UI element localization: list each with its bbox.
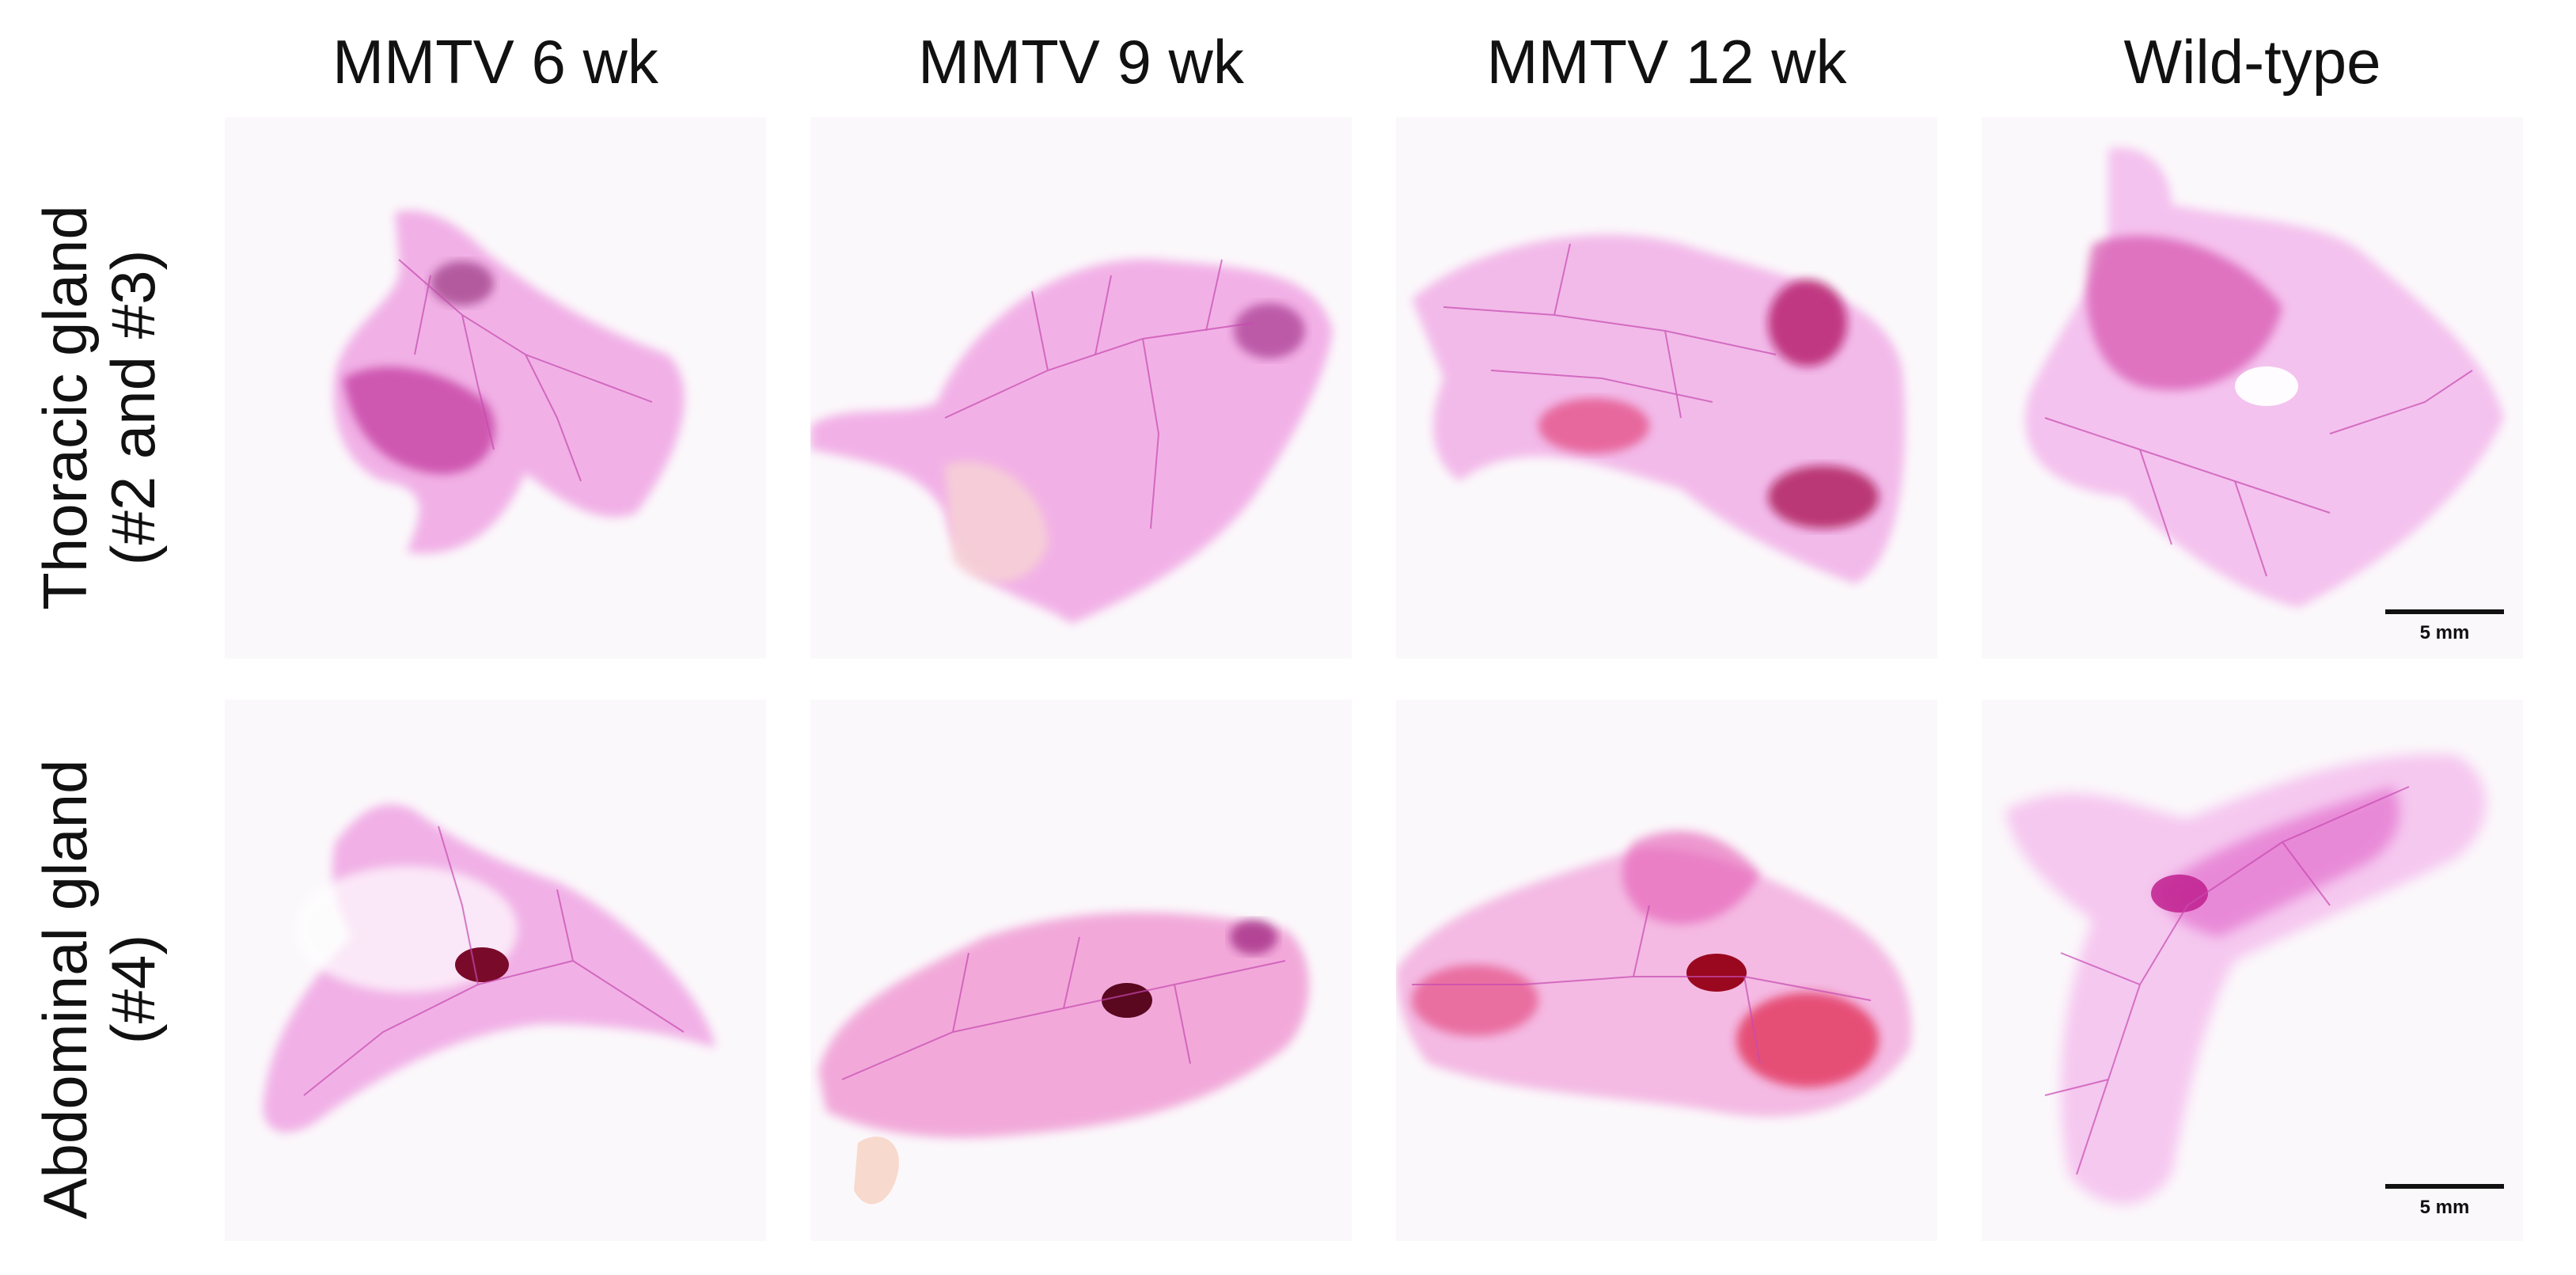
row-label-abdominal-line1: Abdominal gland: [30, 759, 100, 1220]
scale-bar-label-thoracic: 5 mm: [2419, 622, 2470, 643]
image-abdominal-mmtv-9wk: [810, 700, 1352, 1241]
image-thoracic-wild-type: 5 mm: [1982, 117, 2523, 658]
column-header-mmtv-9wk: MMTV 9 wk: [918, 27, 1244, 97]
column-header-mmtv-12wk: MMTV 12 wk: [1486, 27, 1847, 97]
scale-bar-abdominal: [2385, 1184, 2504, 1189]
row-label-thoracic-line1: Thoracic gland: [30, 205, 100, 610]
scale-bar-label-abdominal: 5 mm: [2419, 1197, 2470, 1218]
row-label-thoracic-line2: (#2 and #3): [98, 249, 168, 566]
column-header-mmtv-6wk: MMTV 6 wk: [332, 27, 658, 97]
column-header-wild-type: Wild-type: [2123, 27, 2381, 97]
image-thoracic-mmtv-6wk: [225, 117, 766, 658]
row-label-abdominal: Abdominal gland (#4): [30, 719, 168, 1260]
row-label-thoracic: Thoracic gland (#2 and #3): [30, 137, 168, 678]
scale-bar-thoracic: [2385, 609, 2504, 614]
image-abdominal-wild-type: 5 mm: [1982, 700, 2523, 1241]
image-thoracic-mmtv-12wk: [1396, 117, 1937, 658]
image-abdominal-mmtv-6wk: [225, 700, 766, 1241]
image-thoracic-mmtv-9wk: [810, 117, 1352, 658]
image-abdominal-mmtv-12wk: [1396, 700, 1937, 1241]
row-label-abdominal-line2: (#4): [98, 934, 168, 1045]
